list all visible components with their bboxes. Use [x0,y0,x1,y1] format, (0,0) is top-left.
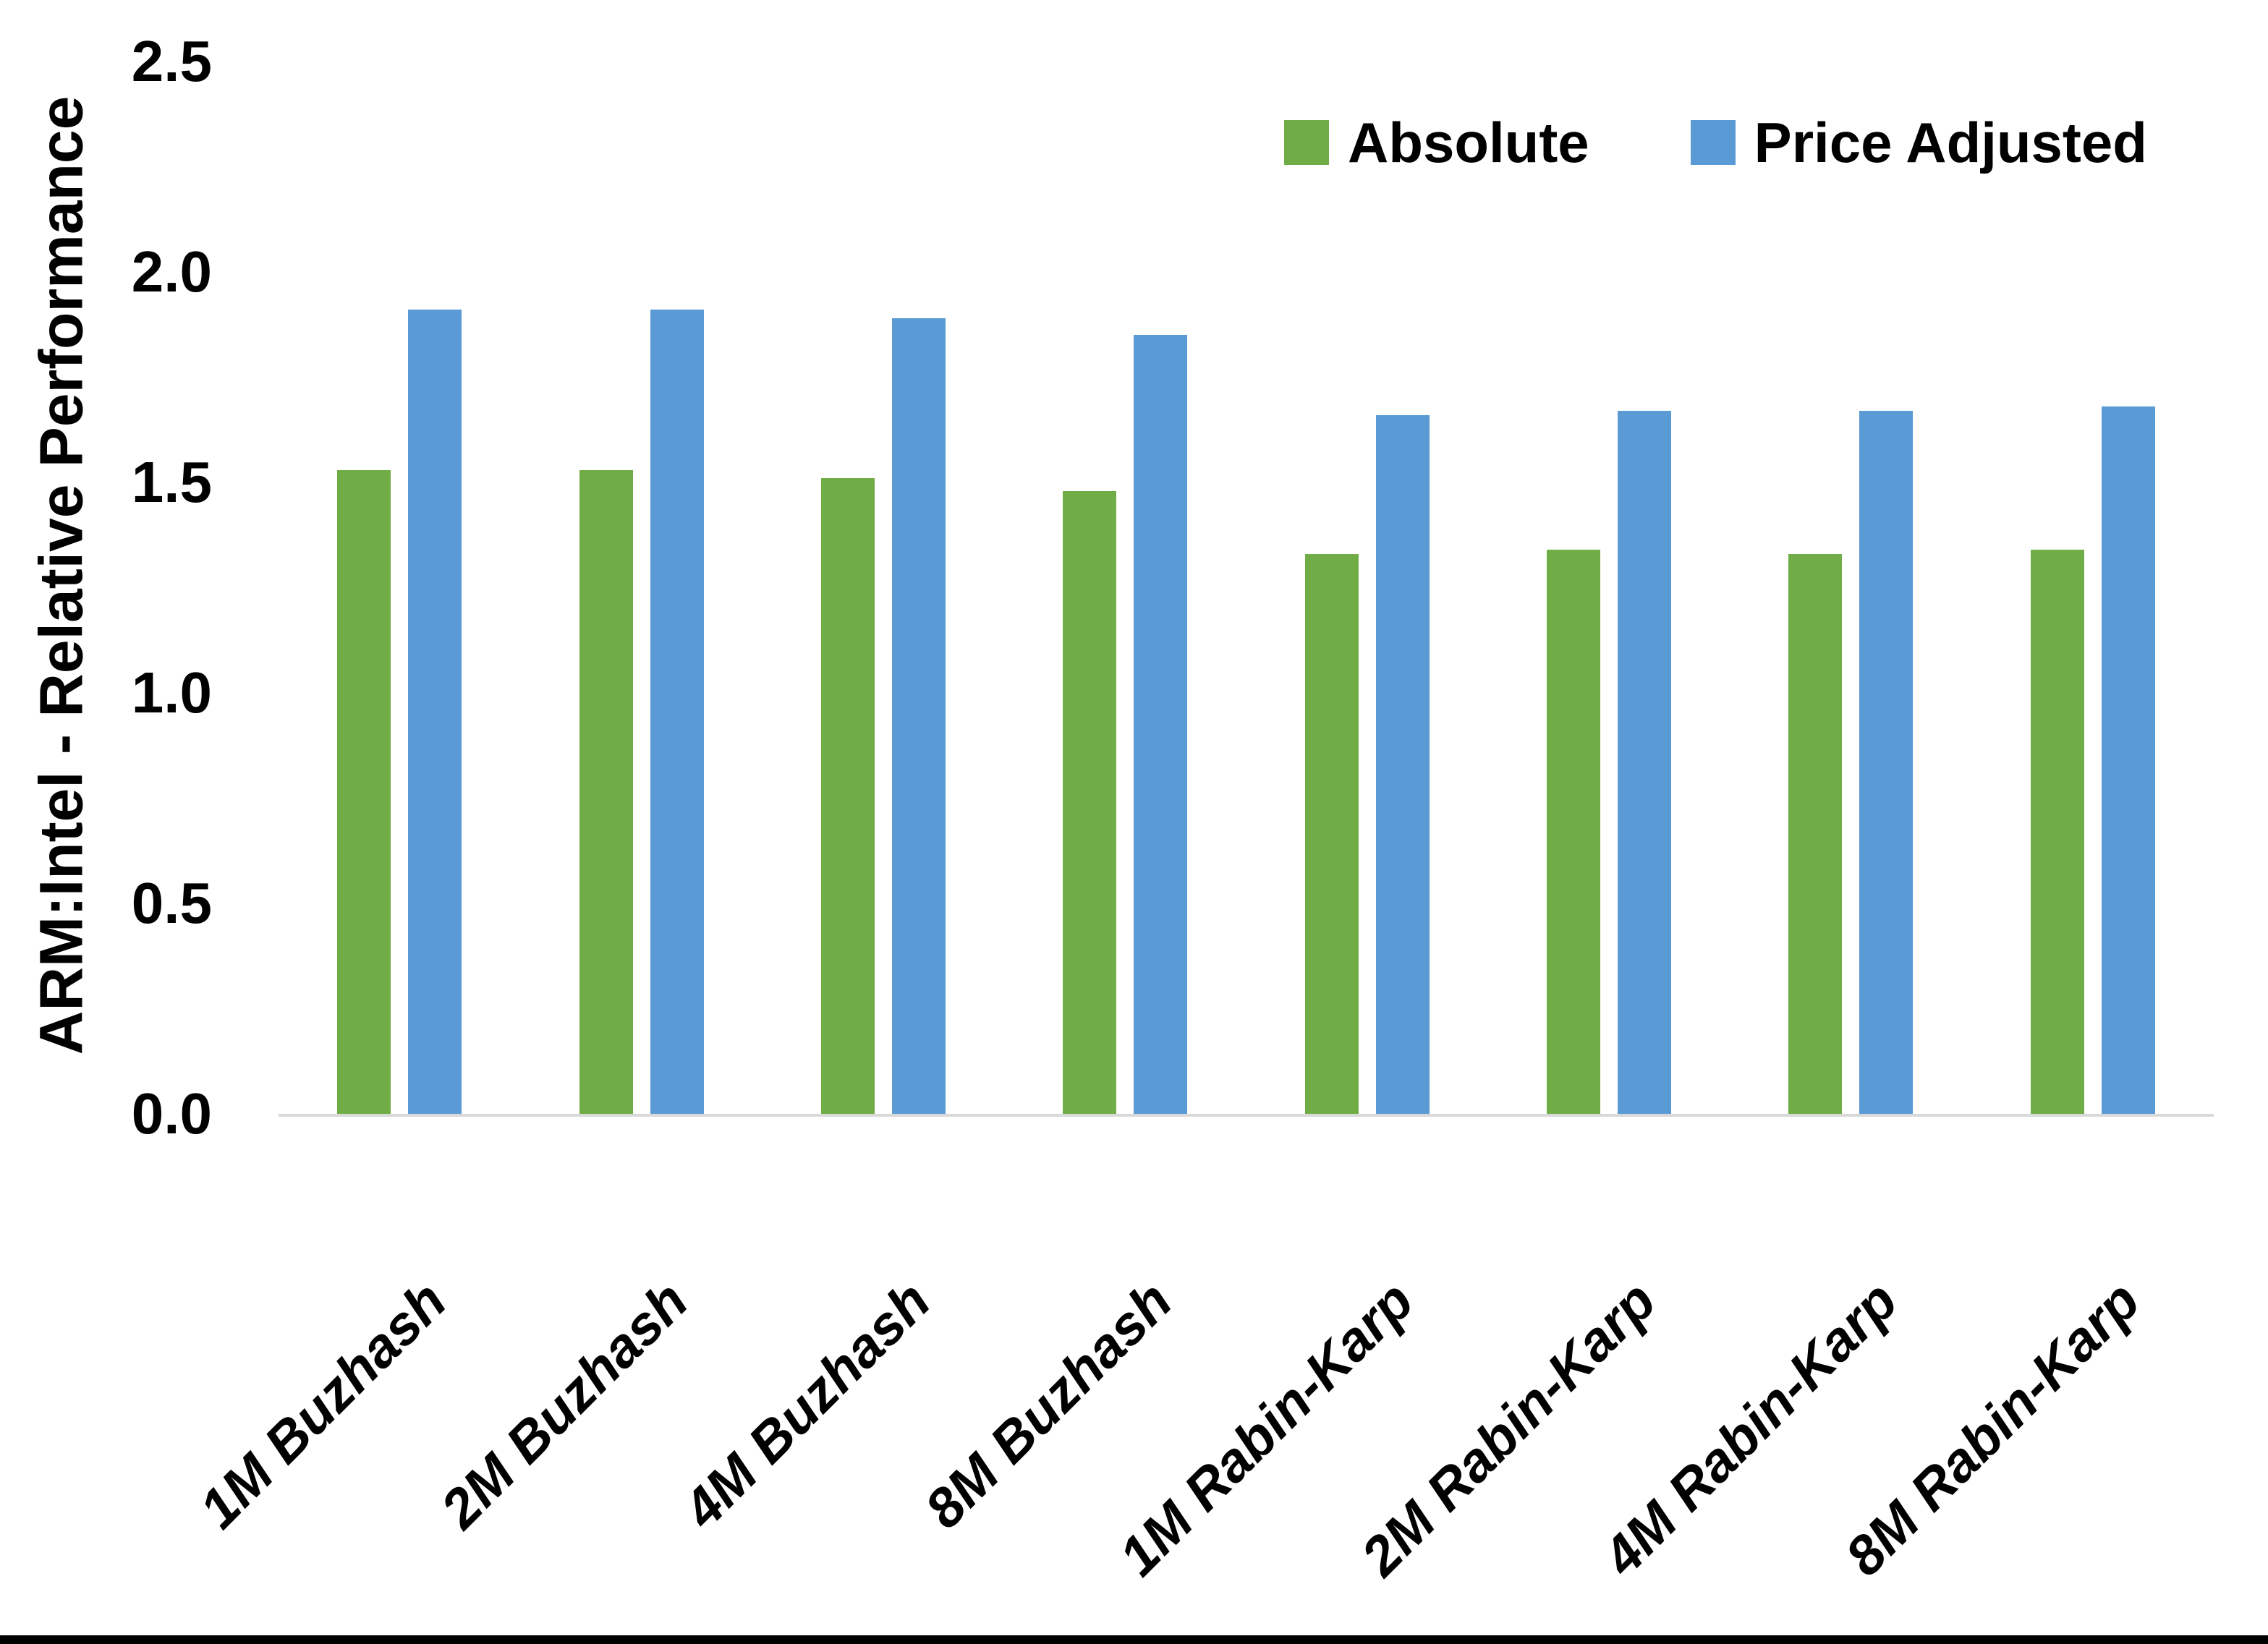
bar-price-adjusted [2101,406,2155,1114]
y-tick-label: 2.5 [131,29,212,93]
y-tick-label: 1.5 [131,450,212,514]
bar-absolute [337,469,391,1114]
bar-group [279,61,520,1114]
bar-price-adjusted [891,318,946,1114]
bar-absolute [1304,553,1359,1114]
bar-price-adjusted [650,310,704,1114]
legend-swatch-absolute [1284,120,1329,165]
bottom-border [0,1635,2268,1644]
bar-absolute [579,469,633,1114]
y-tick-label: 1.0 [131,660,212,725]
bar-group [520,61,762,1114]
bar-price-adjusted [1375,414,1430,1114]
bar-groups [279,61,2214,1114]
bar-group [1488,61,1730,1114]
bar-price-adjusted [1618,411,1672,1114]
legend-label-absolute: Absolute [1348,111,1589,174]
bar-group [1730,61,1971,1114]
bar-price-adjusted [1134,335,1188,1114]
bar-absolute [1547,550,1601,1114]
y-tick-label: 0.0 [131,1081,212,1146]
bar-group [1972,61,2214,1114]
x-tick-label: 2M Buzhash [429,1269,700,1541]
legend-swatch-price-adjusted [1690,120,1736,165]
bar-price-adjusted [408,310,462,1114]
bar-price-adjusted [1859,411,1914,1114]
x-tick-label: 8M Buzhash [913,1269,1184,1541]
bar-absolute [820,478,875,1114]
legend-item-price-adjusted: Price Adjusted [1690,111,2147,174]
y-tick-label: 0.5 [131,871,212,935]
bar-group [1246,61,1488,1114]
bar-absolute [1063,490,1117,1114]
x-axis-line [279,1114,2214,1117]
legend: Absolute Price Adjusted [1284,114,2147,171]
x-tick-label: 1M Buzhash [187,1269,458,1541]
y-tick-label: 2.0 [131,239,212,304]
bar-group [1004,61,1246,1114]
x-tick-label: 4M Buzhash [671,1269,942,1541]
plot-area [279,61,2214,1117]
bar-absolute [1788,553,1843,1114]
bar-group [763,61,1004,1114]
legend-item-absolute: Absolute [1284,114,1589,171]
bar-absolute [2030,550,2084,1114]
legend-label-price-adjusted: Price Adjusted [1754,111,2147,174]
